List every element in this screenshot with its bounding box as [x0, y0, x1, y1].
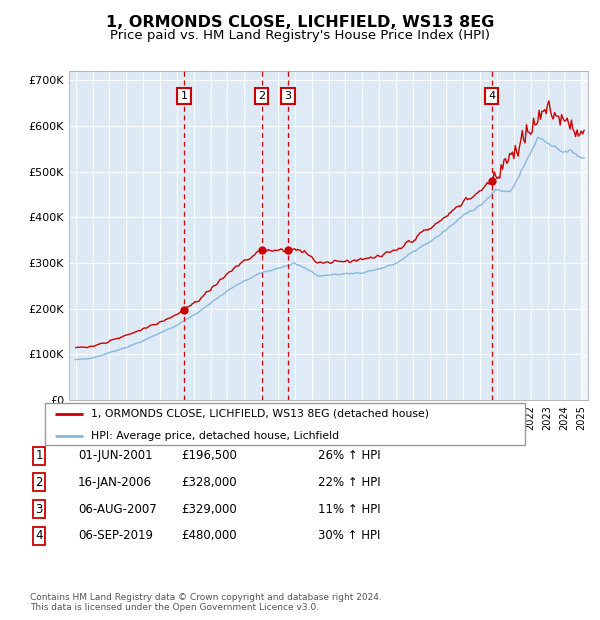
- Text: 22% ↑ HPI: 22% ↑ HPI: [318, 476, 380, 489]
- Text: 1, ORMONDS CLOSE, LICHFIELD, WS13 8EG (detached house): 1, ORMONDS CLOSE, LICHFIELD, WS13 8EG (d…: [91, 409, 428, 419]
- Text: 3: 3: [35, 503, 43, 515]
- Text: 4: 4: [488, 91, 495, 101]
- Text: £329,000: £329,000: [181, 503, 237, 515]
- Text: 2: 2: [258, 91, 265, 101]
- Text: 16-JAN-2006: 16-JAN-2006: [78, 476, 152, 489]
- Text: 30% ↑ HPI: 30% ↑ HPI: [318, 529, 380, 542]
- Text: £328,000: £328,000: [181, 476, 237, 489]
- Text: 1, ORMONDS CLOSE, LICHFIELD, WS13 8EG: 1, ORMONDS CLOSE, LICHFIELD, WS13 8EG: [106, 16, 494, 30]
- Bar: [581, 71, 588, 400]
- Text: 1: 1: [35, 450, 43, 462]
- Text: 06-SEP-2019: 06-SEP-2019: [78, 529, 153, 542]
- Text: £480,000: £480,000: [181, 529, 237, 542]
- Text: 11% ↑ HPI: 11% ↑ HPI: [318, 503, 380, 515]
- Text: 06-AUG-2007: 06-AUG-2007: [78, 503, 157, 515]
- Text: Price paid vs. HM Land Registry's House Price Index (HPI): Price paid vs. HM Land Registry's House …: [110, 30, 490, 42]
- Text: 4: 4: [35, 529, 43, 542]
- Text: 26% ↑ HPI: 26% ↑ HPI: [318, 450, 380, 462]
- Text: 01-JUN-2001: 01-JUN-2001: [78, 450, 152, 462]
- Text: 1: 1: [181, 91, 187, 101]
- Text: 2: 2: [35, 476, 43, 489]
- Text: 3: 3: [284, 91, 292, 101]
- Text: £196,500: £196,500: [181, 450, 237, 462]
- FancyBboxPatch shape: [45, 403, 525, 445]
- Text: Contains HM Land Registry data © Crown copyright and database right 2024.
This d: Contains HM Land Registry data © Crown c…: [30, 593, 382, 612]
- Text: HPI: Average price, detached house, Lichfield: HPI: Average price, detached house, Lich…: [91, 431, 339, 441]
